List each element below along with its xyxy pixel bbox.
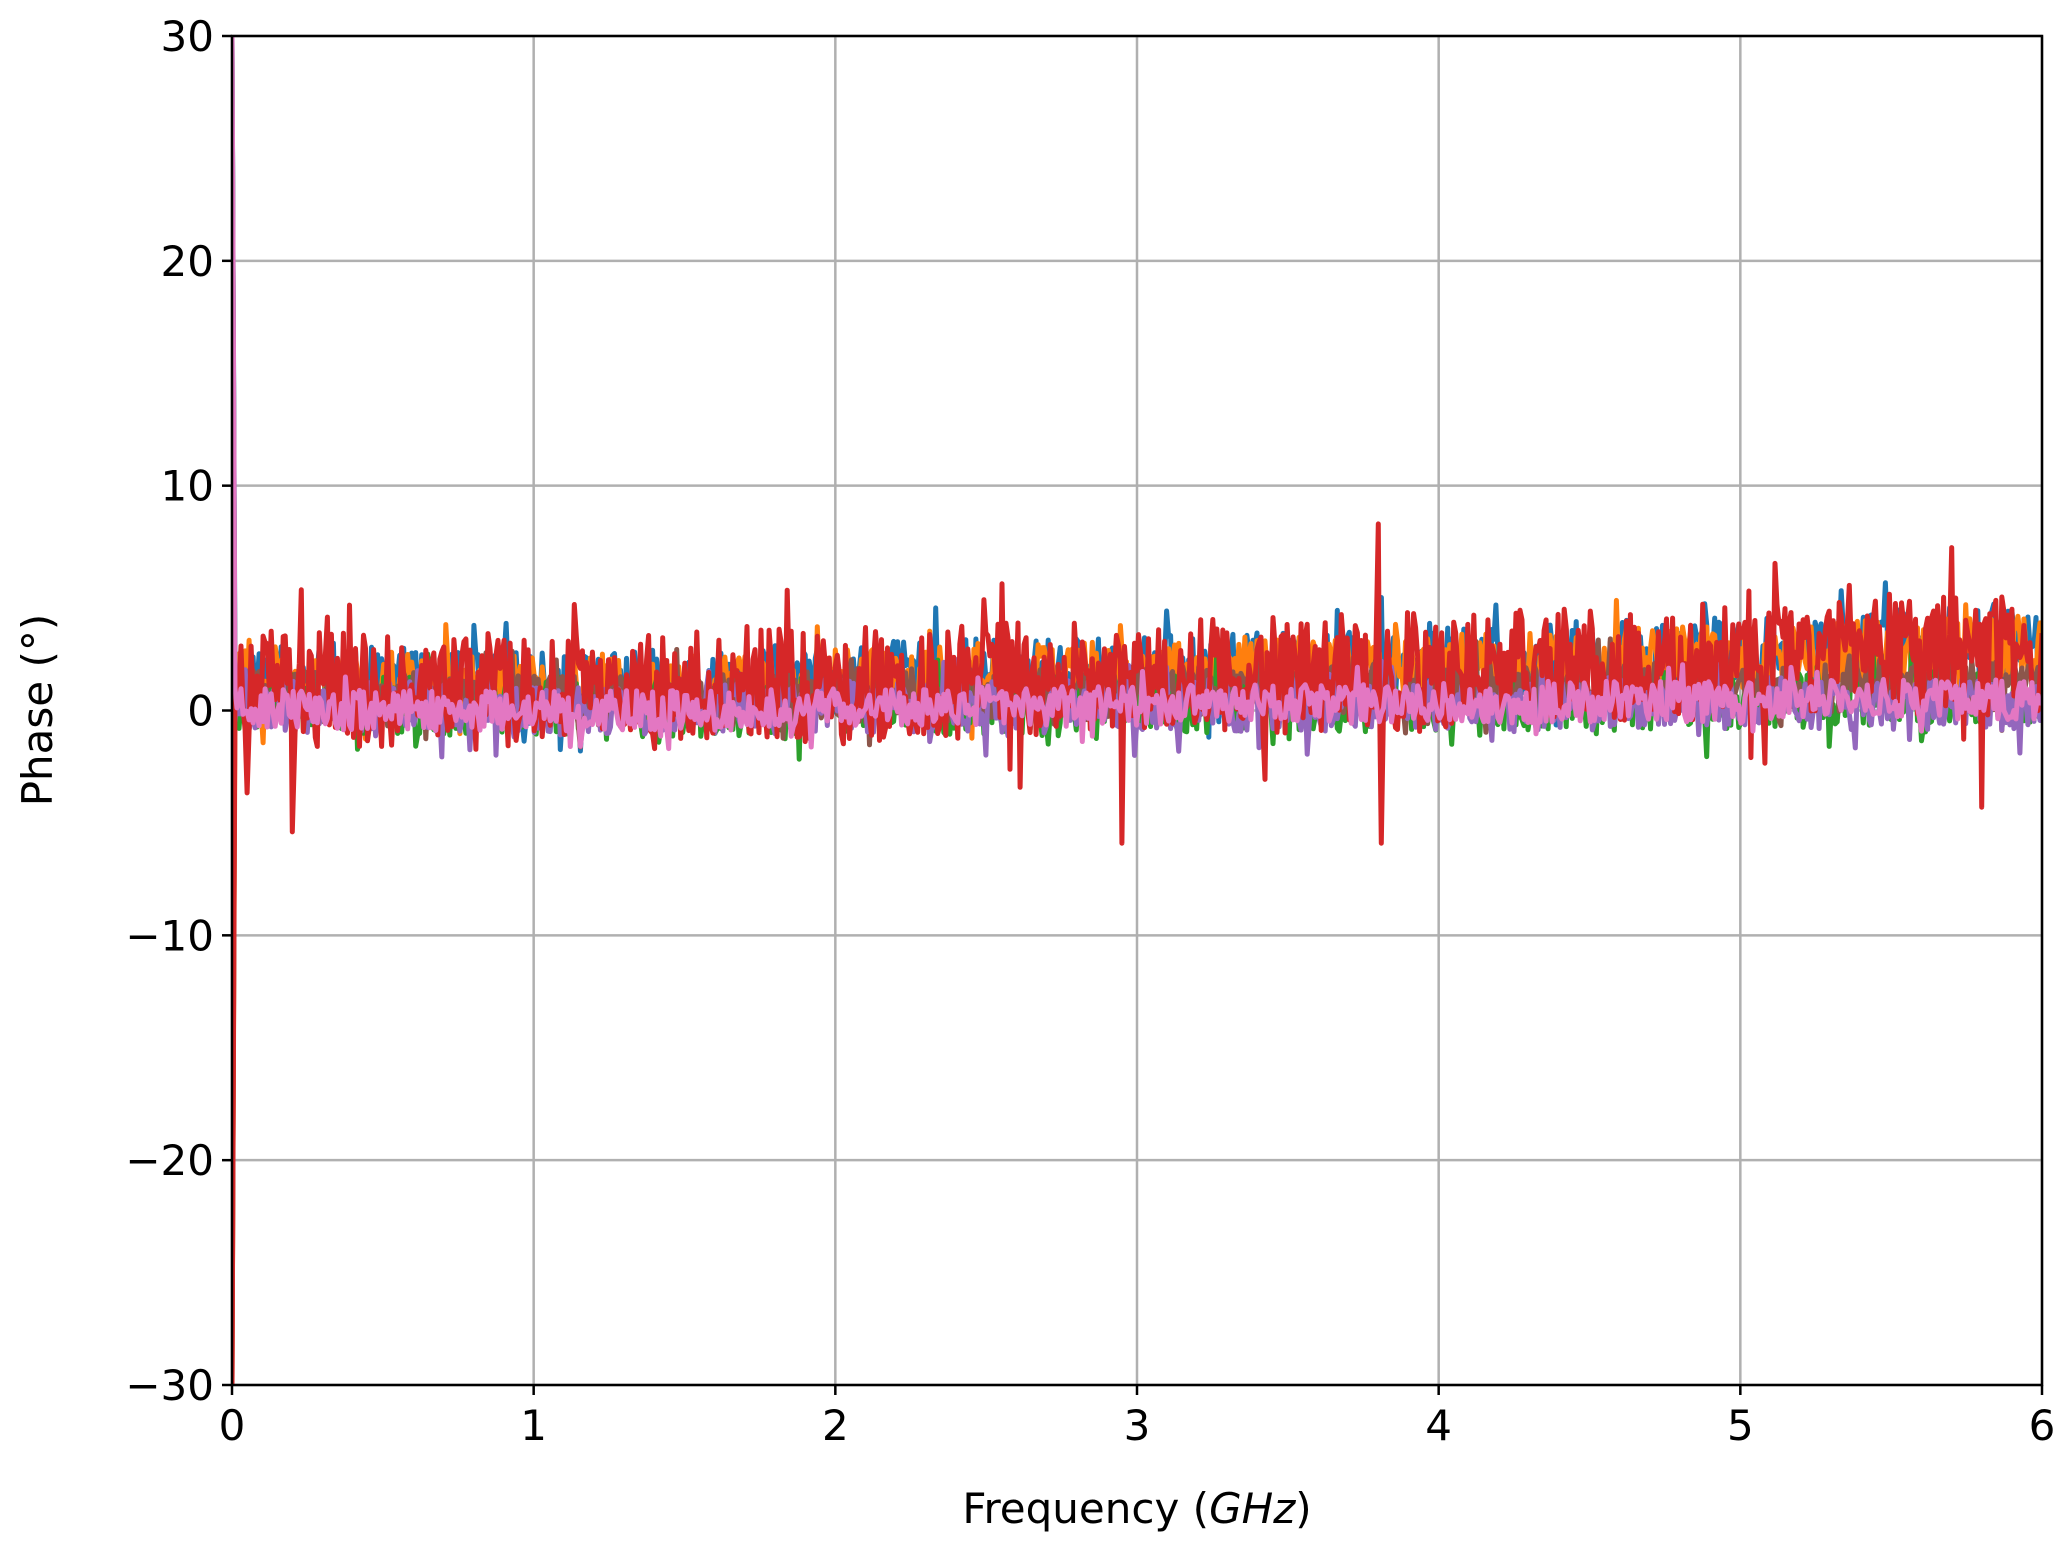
x-axis-ticks: 0 1 2 3 4 5 6	[219, 1385, 2056, 1450]
y-tick-label: 0	[187, 687, 214, 736]
y-tick-label: 20	[161, 237, 214, 286]
y-axis-title: Phase (°)	[13, 614, 62, 807]
y-tick-label: −20	[125, 1136, 214, 1185]
y-tick-label: −30	[125, 1361, 214, 1410]
y-tick-label: 10	[161, 462, 214, 511]
y-axis-ticks: −30 −20 −10 0 10 20 30	[125, 12, 232, 1410]
x-tick-label: 6	[2029, 1401, 2056, 1450]
x-tick-label: 2	[822, 1401, 849, 1450]
x-tick-label: 3	[1124, 1401, 1151, 1450]
y-tick-label: 30	[161, 12, 214, 61]
series-layer	[232, 36, 2042, 1385]
y-tick-label: −10	[125, 911, 214, 960]
x-axis-title-text: Frequency (	[962, 1484, 1209, 1533]
x-axis-title-unit: GHz	[1209, 1484, 1296, 1533]
x-tick-label: 5	[1727, 1401, 1754, 1450]
series-line	[232, 636, 2042, 1385]
x-tick-label: 0	[219, 1401, 246, 1450]
series-line	[232, 521, 2042, 1385]
x-tick-label: 1	[520, 1401, 547, 1450]
x-tick-label: 4	[1425, 1401, 1452, 1450]
x-axis-title-close: )	[1295, 1484, 1311, 1533]
series-line	[232, 36, 2042, 752]
x-axis-title: Frequency (GHz)	[962, 1484, 1311, 1533]
